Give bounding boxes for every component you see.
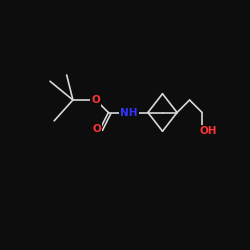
- Text: NH: NH: [120, 108, 138, 118]
- Text: O: O: [92, 124, 101, 134]
- Text: O: O: [92, 95, 100, 105]
- Text: OH: OH: [200, 126, 217, 136]
